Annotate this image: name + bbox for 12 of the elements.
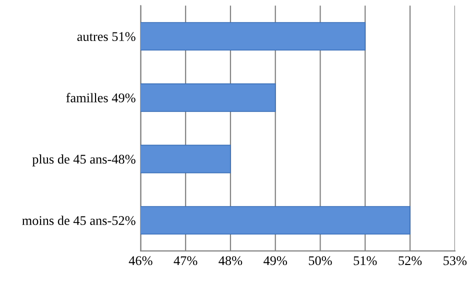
x-tick-label: 51% bbox=[354, 256, 377, 266]
x-tick-label: 47% bbox=[174, 256, 198, 266]
x-tick-label: 53% bbox=[444, 256, 467, 266]
x-tick-label: 49% bbox=[264, 256, 288, 266]
x-tick-label: 46% bbox=[128, 256, 152, 266]
x-tick-label: 52% bbox=[398, 256, 422, 266]
y-tick-label: autres 51% bbox=[77, 32, 136, 42]
y-tick-label: moins de 45 ans-52% bbox=[22, 216, 136, 226]
y-tick-label: familles 49% bbox=[66, 92, 136, 102]
x-tick-label: 48% bbox=[218, 256, 242, 266]
y-tick-label: plus de 45 ans-48% bbox=[32, 154, 136, 166]
x-tick-label: 50% bbox=[308, 256, 332, 266]
